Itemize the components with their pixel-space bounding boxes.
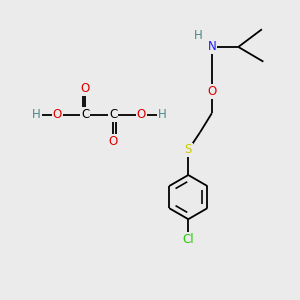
Text: S: S — [184, 143, 192, 157]
Text: O: O — [81, 82, 90, 95]
Text: C: C — [109, 108, 117, 121]
Text: Cl: Cl — [182, 233, 194, 246]
Text: H: H — [158, 108, 166, 121]
Text: O: O — [207, 85, 217, 98]
Text: O: O — [52, 108, 62, 121]
Text: H: H — [32, 108, 41, 121]
Text: H: H — [194, 29, 203, 42]
Text: O: O — [109, 135, 118, 148]
Text: O: O — [136, 108, 146, 121]
Text: C: C — [81, 108, 89, 121]
Text: N: N — [208, 40, 216, 53]
